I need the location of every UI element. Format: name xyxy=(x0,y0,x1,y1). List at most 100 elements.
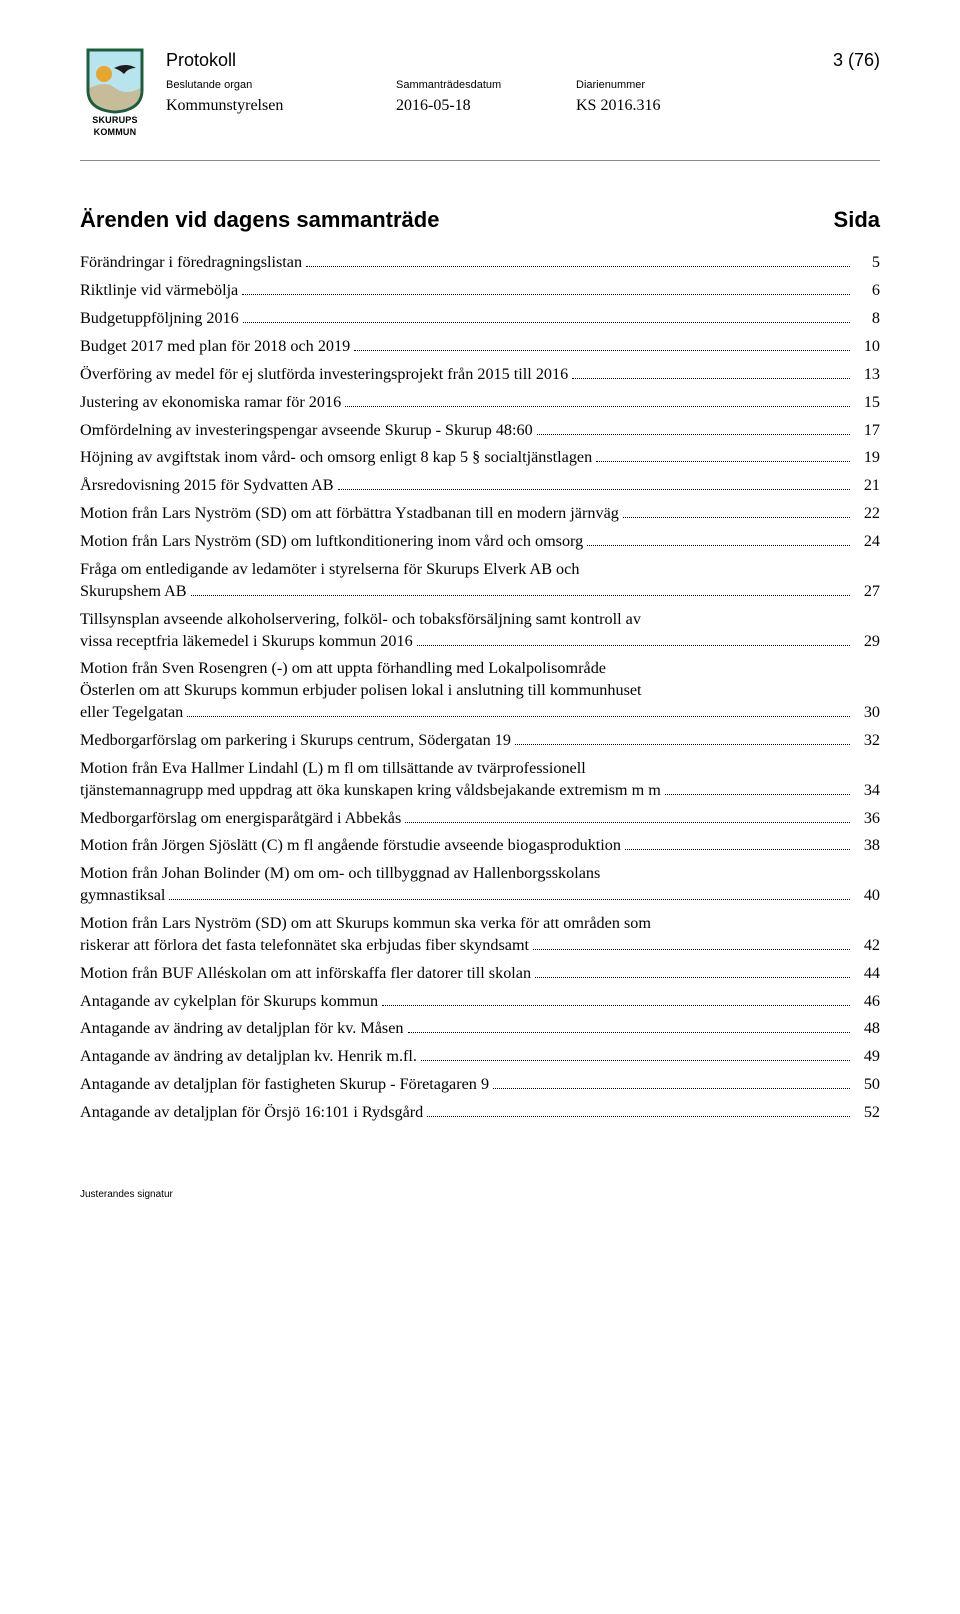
toc-row: Antagande av ändring av detaljplan för k… xyxy=(80,1018,880,1040)
toc-leader-dots xyxy=(493,1088,850,1089)
toc-page-number: 6 xyxy=(854,280,880,302)
toc-page-number: 46 xyxy=(854,991,880,1013)
header-col3-value: KS 2016.316 xyxy=(576,95,880,117)
toc-row: gymnastiksal40 xyxy=(80,885,880,907)
toc-row: Tillsynsplan avseende alkoholservering, … xyxy=(80,609,880,631)
toc-row: riskerar att förlora det fasta telefonnä… xyxy=(80,935,880,957)
toc-text: Medborgarförslag om parkering i Skurups … xyxy=(80,730,511,752)
toc-page-number: 42 xyxy=(854,935,880,957)
toc-row: Fråga om entledigande av ledamöter i sty… xyxy=(80,559,880,581)
toc-text: Medborgarförslag om energisparåtgärd i A… xyxy=(80,808,401,830)
toc-entry: Motion från Lars Nyström (SD) om att Sku… xyxy=(80,913,880,957)
logo-text-bottom: KOMMUN xyxy=(94,128,137,138)
toc-entry: Riktlinje vid värmebölja 6 xyxy=(80,280,880,302)
toc-entry: Antagande av ändring av detaljplan för k… xyxy=(80,1018,880,1040)
toc-entry: Höjning av avgiftstak inom vård- och oms… xyxy=(80,447,880,469)
toc-row: Budget 2017 med plan för 2018 och 2019 10 xyxy=(80,336,880,358)
toc-text: Fråga om entledigande av ledamöter i sty… xyxy=(80,559,579,581)
toc-row: Omfördelning av investeringspengar avsee… xyxy=(80,420,880,442)
toc-page-number: 21 xyxy=(854,475,880,497)
toc-row: Överföring av medel för ej slutförda inv… xyxy=(80,364,880,386)
toc-leader-dots xyxy=(345,406,850,407)
toc-text: tjänstemannagrupp med uppdrag att öka ku… xyxy=(80,780,661,802)
toc-page-number: 36 xyxy=(854,808,880,830)
toc-entry: Motion från BUF Alléskolan om att införs… xyxy=(80,963,880,985)
toc-page-number: 50 xyxy=(854,1074,880,1096)
toc-heading-right: Sida xyxy=(834,205,880,235)
toc-entry: Medborgarförslag om energisparåtgärd i A… xyxy=(80,808,880,830)
toc-text: Antagande av detaljplan för Örsjö 16:101… xyxy=(80,1102,423,1124)
toc-text: Motion från Jörgen Sjöslätt (C) m fl ang… xyxy=(80,835,621,857)
toc-row: Österlen om att Skurups kommun erbjuder … xyxy=(80,680,880,702)
toc-entry: Motion från Eva Hallmer Lindahl (L) m fl… xyxy=(80,758,880,802)
toc-page-number: 10 xyxy=(854,336,880,358)
toc-leader-dots xyxy=(408,1032,851,1033)
toc-row: Motion från Johan Bolinder (M) om om- oc… xyxy=(80,863,880,885)
toc-row: Höjning av avgiftstak inom vård- och oms… xyxy=(80,447,880,469)
toc-page-number: 8 xyxy=(854,308,880,330)
skurups-crest-icon xyxy=(86,48,144,114)
toc-text: Österlen om att Skurups kommun erbjuder … xyxy=(80,680,642,702)
toc-page-number: 48 xyxy=(854,1018,880,1040)
toc-heading: Ärenden vid dagens sammanträde Sida xyxy=(80,205,880,235)
toc-text: Höjning av avgiftstak inom vård- och oms… xyxy=(80,447,592,469)
toc-page-number: 13 xyxy=(854,364,880,386)
toc-leader-dots xyxy=(187,716,850,717)
toc-text: Justering av ekonomiska ramar för 2016 xyxy=(80,392,341,414)
toc-leader-dots xyxy=(427,1116,850,1117)
toc-entry: Överföring av medel för ej slutförda inv… xyxy=(80,364,880,386)
toc-row: tjänstemannagrupp med uppdrag att öka ku… xyxy=(80,780,880,802)
toc-text: Riktlinje vid värmebölja xyxy=(80,280,238,302)
toc-row: Årsredovisning 2015 för Sydvatten AB21 xyxy=(80,475,880,497)
toc-entry: Fråga om entledigande av ledamöter i sty… xyxy=(80,559,880,603)
toc-page-number: 40 xyxy=(854,885,880,907)
toc-page-number: 15 xyxy=(854,392,880,414)
toc-row: Motion från BUF Alléskolan om att införs… xyxy=(80,963,880,985)
toc-row: Medborgarförslag om energisparåtgärd i A… xyxy=(80,808,880,830)
toc-page-number: 32 xyxy=(854,730,880,752)
toc-text: Förändringar i föredragningslistan xyxy=(80,252,302,274)
toc-page-number: 19 xyxy=(854,447,880,469)
header-col2-label: Sammanträdesdatum xyxy=(396,78,576,93)
toc-text: Motion från Lars Nyström (SD) om att Sku… xyxy=(80,913,651,935)
toc-page-number: 24 xyxy=(854,531,880,553)
toc-leader-dots xyxy=(169,899,850,900)
toc-row: Motion från Lars Nyström (SD) om luftkon… xyxy=(80,531,880,553)
toc-leader-dots xyxy=(587,545,850,546)
toc-text: Tillsynsplan avseende alkoholservering, … xyxy=(80,609,641,631)
toc-entry: Motion från Lars Nyström (SD) om luftkon… xyxy=(80,531,880,553)
toc-text: Budgetuppföljning 2016 xyxy=(80,308,239,330)
toc-entry: Medborgarförslag om parkering i Skurups … xyxy=(80,730,880,752)
toc-entry: Antagande av ändring av detaljplan kv. H… xyxy=(80,1046,880,1068)
toc-row: Skurupshem AB27 xyxy=(80,581,880,603)
toc-text: Motion från Lars Nyström (SD) om luftkon… xyxy=(80,531,583,553)
toc-row: Justering av ekonomiska ramar för 2016 15 xyxy=(80,392,880,414)
toc-leader-dots xyxy=(382,1005,850,1006)
toc-entry: Antagande av detaljplan för Örsjö 16:101… xyxy=(80,1102,880,1124)
toc-page-number: 17 xyxy=(854,420,880,442)
toc-row: Budgetuppföljning 2016 8 xyxy=(80,308,880,330)
toc-row: Antagande av cykelplan för Skurups kommu… xyxy=(80,991,880,1013)
document-type-title: Protokoll xyxy=(166,48,236,72)
toc-heading-text: Ärenden vid dagens sammanträde xyxy=(80,205,439,235)
document-header: SKURUPS KOMMUN Protokoll 3 (76) Beslutan… xyxy=(80,48,880,138)
toc-text: Motion från Sven Rosengren (-) om att up… xyxy=(80,658,606,680)
toc-entry: Årsredovisning 2015 för Sydvatten AB21 xyxy=(80,475,880,497)
toc-entry: Antagande av detaljplan för fastigheten … xyxy=(80,1074,880,1096)
toc-page-number: 30 xyxy=(854,702,880,724)
toc-page-number: 29 xyxy=(854,631,880,653)
toc-page-number: 52 xyxy=(854,1102,880,1124)
toc-entry: Tillsynsplan avseende alkoholservering, … xyxy=(80,609,880,653)
toc-row: Motion från Sven Rosengren (-) om att up… xyxy=(80,658,880,680)
toc-leader-dots xyxy=(306,266,850,267)
toc-entry: Motion från Sven Rosengren (-) om att up… xyxy=(80,658,880,724)
toc-text: Budget 2017 med plan för 2018 och 2019 xyxy=(80,336,350,358)
toc-text: vissa receptfria läkemedel i Skurups kom… xyxy=(80,631,413,653)
toc-leader-dots xyxy=(596,461,850,462)
toc-page-number: 38 xyxy=(854,835,880,857)
toc-row: Motion från Eva Hallmer Lindahl (L) m fl… xyxy=(80,758,880,780)
page-indicator: 3 (76) xyxy=(833,48,880,72)
toc-leader-dots xyxy=(572,378,850,379)
toc-text: Motion från BUF Alléskolan om att införs… xyxy=(80,963,531,985)
header-col1-value: Kommunstyrelsen xyxy=(166,95,396,117)
